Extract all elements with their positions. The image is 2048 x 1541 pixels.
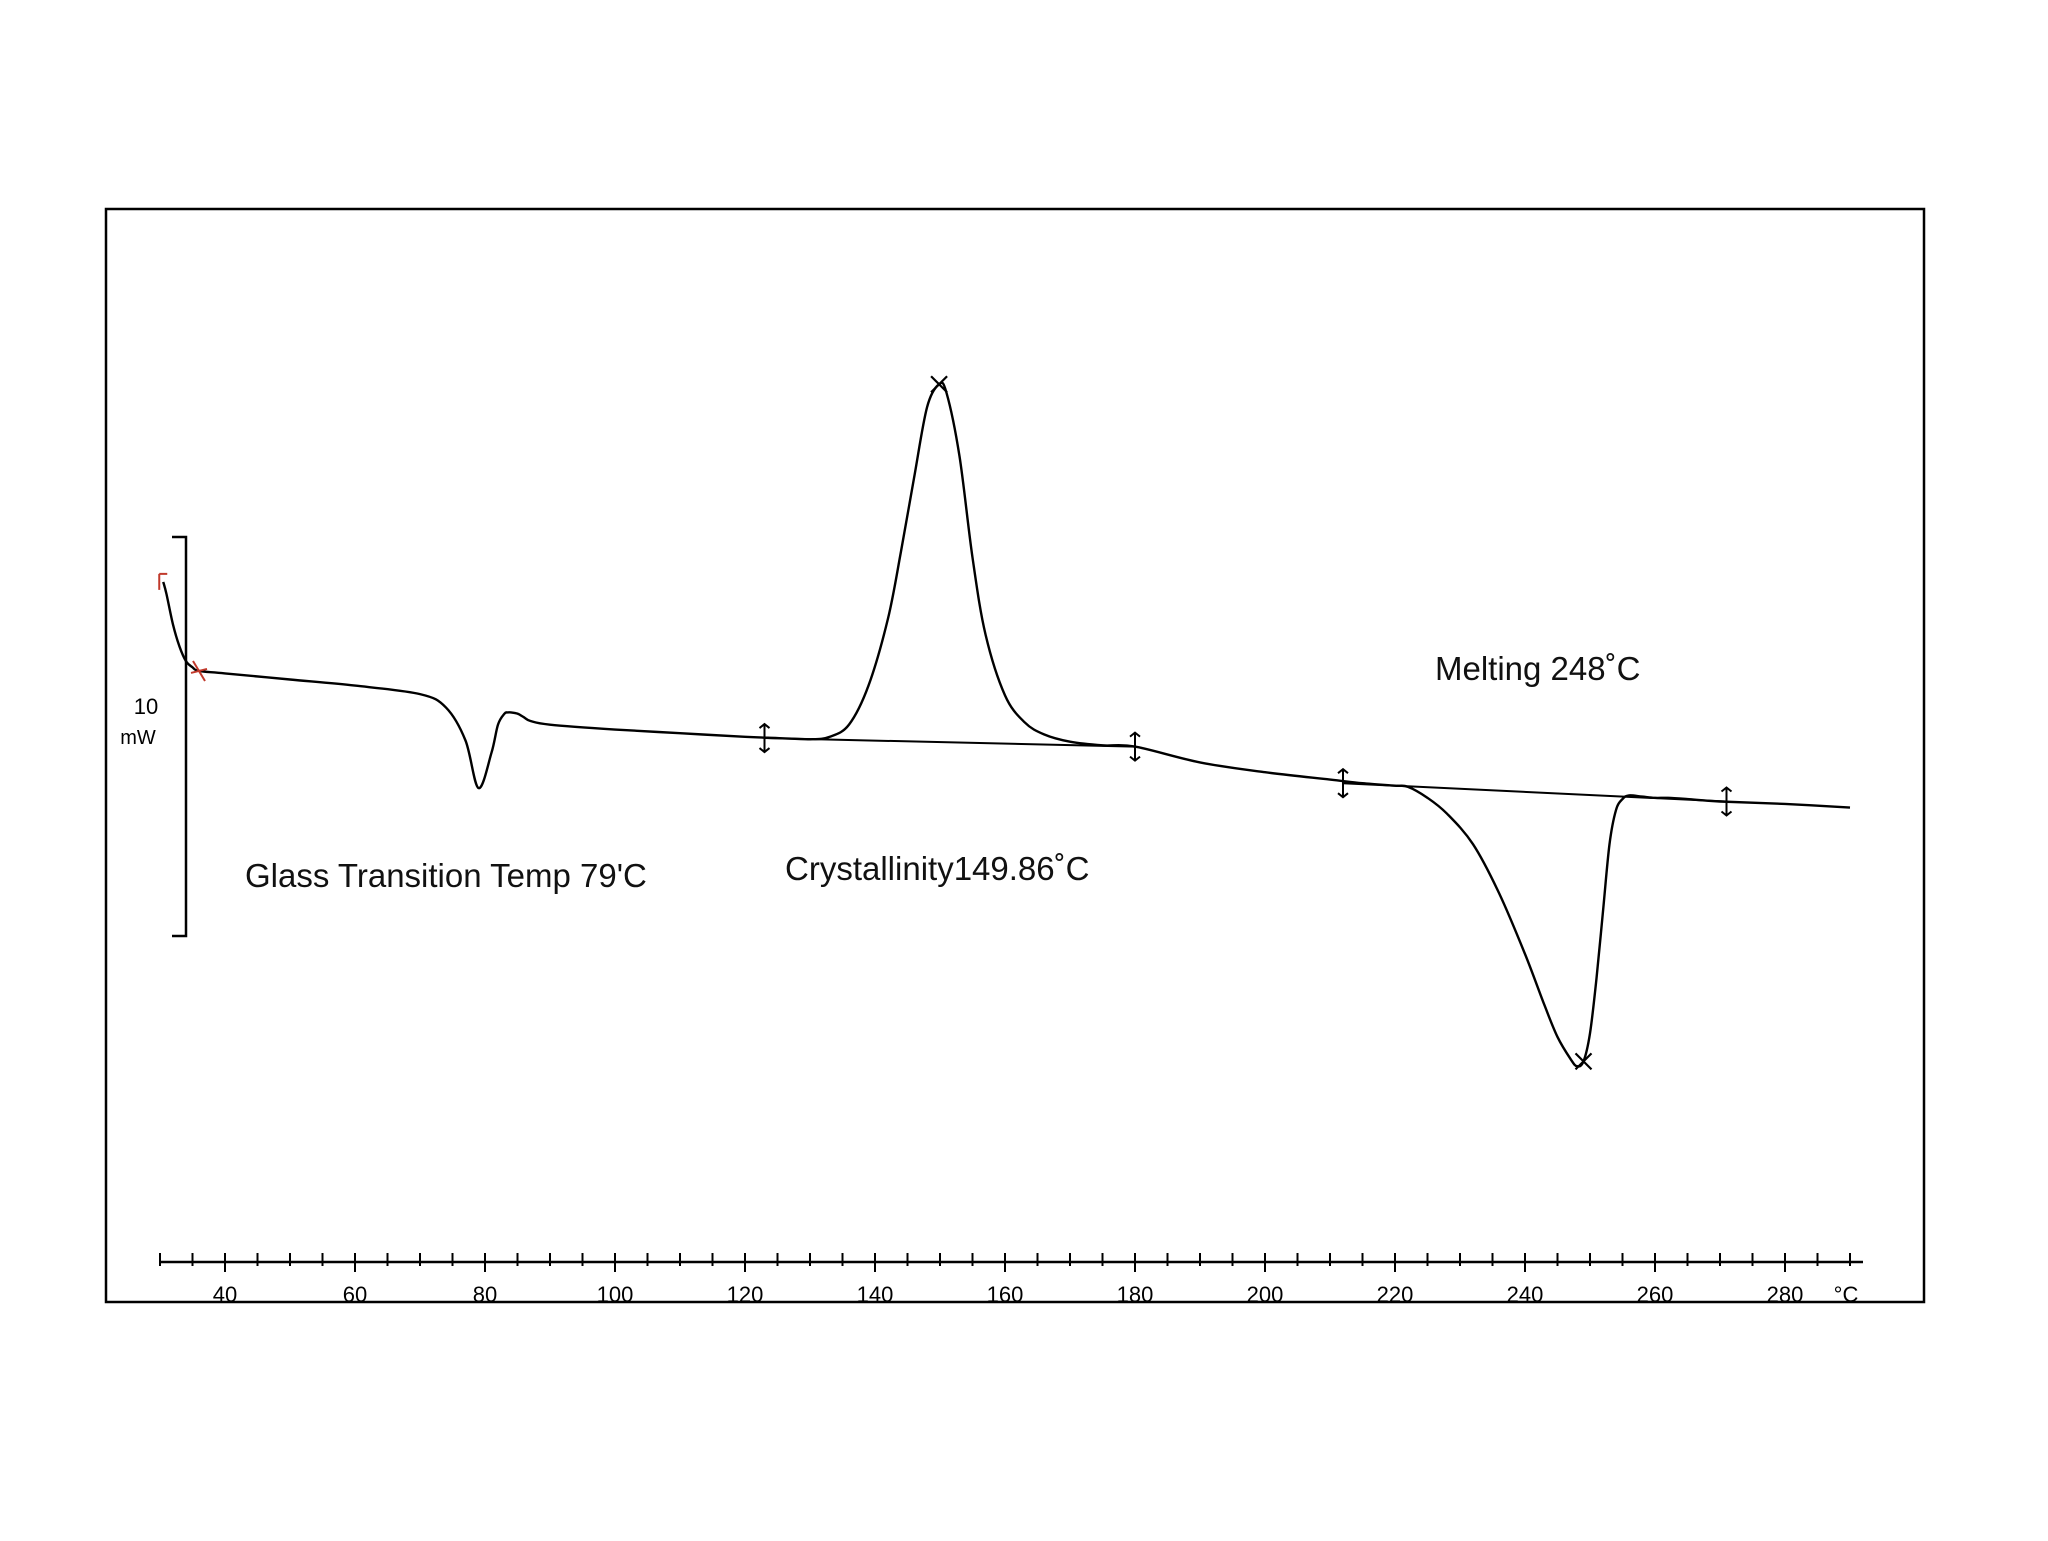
x-tick-label: 120: [727, 1282, 764, 1307]
plot-frame: [104, 207, 1926, 1304]
x-tick-label: 160: [987, 1282, 1024, 1307]
x-tick-label: 220: [1377, 1282, 1414, 1307]
start-marker: [158, 572, 168, 590]
integration-limit-marker: [1337, 767, 1349, 799]
peak-marker-melting: [1574, 1052, 1593, 1071]
x-tick-label: 280: [1767, 1282, 1804, 1307]
annotation-crystallinity: Crystallinity149.86˚C: [785, 850, 1089, 887]
x-tick-label: 40: [213, 1282, 237, 1307]
x-tick-label: 80: [473, 1282, 497, 1307]
scale-bar-value: 10: [134, 694, 158, 719]
x-tick-label: 140: [857, 1282, 894, 1307]
crystallization-baseline: [764, 737, 1136, 748]
integration-limit-marker: [1720, 786, 1733, 817]
annotation-glass-transition: Glass Transition Temp 79'C: [245, 857, 647, 894]
x-tick-label: 240: [1507, 1282, 1544, 1307]
peak-marker-crystallization: [930, 375, 948, 394]
x-tick-label: 60: [343, 1282, 367, 1307]
x-tick-label: 100: [597, 1282, 634, 1307]
scale-bar: [172, 535, 188, 938]
dsc-curve: [162, 381, 1851, 1068]
x-tick-label: 260: [1637, 1282, 1674, 1307]
annotation-melting: Melting 248˚C: [1435, 650, 1640, 687]
x-tick-label: 200: [1247, 1282, 1284, 1307]
x-tick-label: 180: [1117, 1282, 1154, 1307]
integration-limit-marker: [758, 722, 771, 754]
scale-bar-unit: mW: [120, 727, 156, 749]
integration-limit-marker: [1129, 731, 1141, 762]
limit-marker: [190, 660, 208, 682]
melting-baseline: [1342, 782, 1727, 803]
x-unit-label: °C: [1834, 1282, 1859, 1307]
